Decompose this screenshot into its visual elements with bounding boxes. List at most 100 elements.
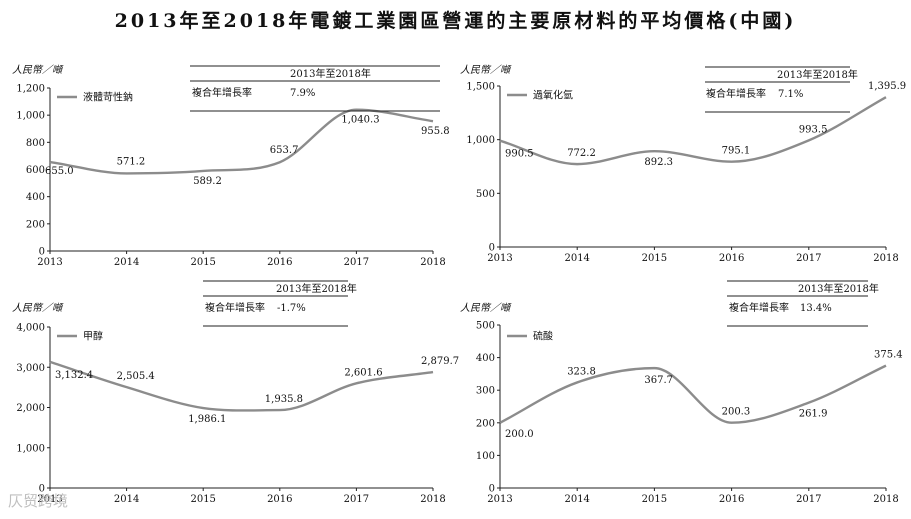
x-tick-label: 2013: [37, 494, 62, 505]
data-label: 990.5: [505, 149, 534, 160]
data-label: 795.1: [722, 146, 751, 157]
x-tick-label: 2016: [267, 257, 292, 268]
y-tick-label: 1,000: [466, 135, 495, 146]
x-tick-label: 2018: [873, 253, 898, 264]
page-title: 2013年至2018年電鍍工業園區營運的主要原材料的平均價格(中國): [114, 10, 797, 32]
cagr-label: 複合年增長率: [706, 87, 766, 100]
cagr-header: 2013年至2018年: [290, 67, 371, 80]
data-label: 1,395.9: [868, 81, 906, 92]
y-axis-unit-label: 人民幣／噸: [460, 64, 512, 76]
y-tick-label: 100: [476, 451, 495, 462]
y-tick-label: 1,200: [16, 84, 45, 95]
data-label: 200.3: [722, 407, 751, 418]
data-label: 653.7: [270, 145, 299, 156]
cagr-value: -1.7%: [277, 303, 306, 314]
cagr-label: 複合年增長率: [729, 301, 789, 314]
series-line: [499, 96, 887, 166]
data-label: 2,601.6: [344, 367, 382, 378]
y-tick-label: 1,000: [16, 111, 45, 122]
x-tick-label: 2017: [344, 257, 369, 268]
y-tick-label: 500: [476, 189, 495, 200]
cagr-value: 7.9%: [290, 88, 315, 99]
x-tick-label: 2017: [796, 253, 821, 264]
watermark-logo: 仄贸跨境: [8, 492, 69, 510]
data-label: 993.5: [799, 124, 828, 135]
y-tick-label: 1,500: [466, 82, 495, 93]
cagr-label: 複合年增長率: [205, 301, 265, 314]
data-label: 3,132.4: [55, 370, 93, 381]
x-tick-label: 2016: [719, 253, 744, 264]
data-label: 375.4: [874, 350, 903, 361]
x-tick-label: 2015: [642, 494, 667, 505]
legend-label: 過氧化氫: [533, 89, 573, 102]
legend-label: 甲醇: [83, 330, 103, 343]
cagr-header: 2013年至2018年: [777, 68, 858, 81]
y-tick-label: 200: [26, 219, 45, 230]
x-tick-label: 2018: [420, 257, 445, 268]
x-tick-label: 2015: [190, 494, 215, 505]
x-tick-label: 2016: [719, 494, 744, 505]
data-label: 2,879.7: [421, 356, 459, 367]
y-tick-label: 400: [26, 192, 45, 203]
data-label: 571.2: [117, 156, 146, 167]
x-tick-label: 2015: [642, 253, 667, 264]
x-tick-label: 2014: [564, 253, 589, 264]
data-label: 955.8: [421, 126, 450, 137]
y-tick-label: 1,000: [16, 443, 45, 454]
cagr-label: 複合年增長率: [192, 86, 252, 99]
y-axis-unit-label: 人民幣／噸: [12, 64, 64, 76]
cagr-header: 2013年至2018年: [798, 282, 879, 295]
x-tick-label: 2013: [37, 257, 62, 268]
y-tick-label: 500: [476, 321, 495, 332]
x-tick-label: 2018: [420, 494, 445, 505]
y-axis-unit-label: 人民幣／噸: [460, 302, 512, 314]
y-tick-label: 0: [39, 484, 45, 495]
x-tick-label: 2014: [114, 494, 139, 505]
data-label: 772.2: [567, 148, 596, 159]
series-line: [499, 364, 887, 424]
y-tick-label: 600: [26, 165, 45, 176]
legend-label: 硫酸: [533, 330, 553, 343]
y-tick-label: 2,000: [16, 403, 45, 414]
y-tick-label: 0: [39, 247, 45, 258]
y-axis-unit-label: 人民幣／噸: [12, 302, 64, 314]
data-label: 892.3: [644, 157, 673, 168]
series-line: [49, 108, 434, 175]
data-label: 589.2: [193, 176, 222, 187]
chart-panel-4: 人民幣／噸 0 100 200 300 400 500 2013 2014 2015 2016 201…: [460, 280, 903, 505]
y-tick-label: 400: [476, 353, 495, 364]
data-label: 261.9: [799, 409, 828, 420]
series-line: [49, 360, 434, 412]
x-tick-label: 2014: [114, 257, 139, 268]
x-tick-label: 2013: [487, 494, 512, 505]
y-tick-label: 800: [26, 138, 45, 149]
y-tick-label: 0: [489, 484, 495, 495]
data-label: 1,986.1: [188, 414, 226, 425]
y-tick-label: 200: [476, 418, 495, 429]
cagr-value: 7.1%: [778, 89, 803, 100]
x-tick-label: 2018: [873, 494, 898, 505]
legend-label: 液體苛性鈉: [83, 91, 133, 104]
x-tick-label: 2016: [267, 494, 292, 505]
x-tick-label: 2015: [190, 257, 215, 268]
chart-panel-3: 人民幣／噸 0 1,000 2,000 3,000 4,000 2013 2014 2015 20…: [12, 280, 459, 505]
data-label: 367.7: [644, 375, 673, 386]
x-tick-label: 2013: [487, 253, 512, 264]
x-tick-label: 2017: [344, 494, 369, 505]
cagr-header: 2013年至2018年: [276, 282, 357, 295]
x-tick-label: 2014: [564, 494, 589, 505]
x-tick-label: 2017: [796, 494, 821, 505]
data-label: 2,505.4: [117, 371, 155, 382]
data-label: 1,935.8: [265, 394, 303, 405]
data-label: 323.8: [567, 366, 596, 377]
chart-panel-2: 人民幣／噸 0 500 1,000 1,500 2013 2014 2015 2016 2017 2…: [460, 64, 906, 264]
y-tick-label: 0: [489, 243, 495, 254]
y-tick-label: 300: [476, 386, 495, 397]
data-label: 200.0: [505, 429, 534, 440]
data-label: 655.0: [45, 166, 74, 177]
y-tick-label: 3,000: [16, 363, 45, 374]
chart-panel-1: 人民幣／噸 0 200 400 600 800 1,000 1,200 2013 2014 2015…: [12, 64, 450, 268]
cagr-value: 13.4%: [800, 303, 832, 314]
data-label: 1,040.3: [341, 115, 379, 126]
